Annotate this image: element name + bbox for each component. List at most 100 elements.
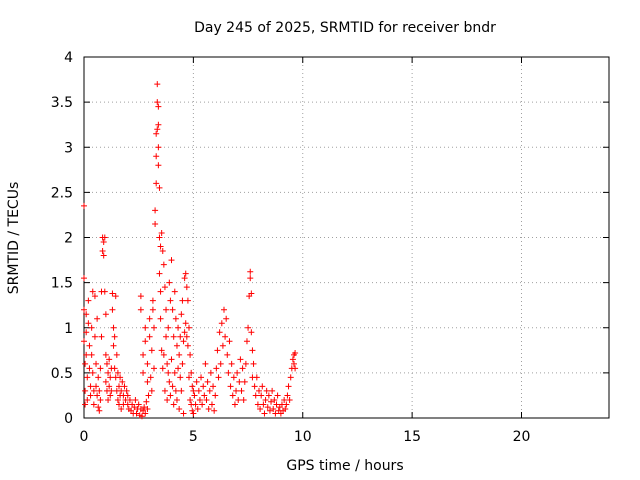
data-point <box>155 103 162 110</box>
data-point <box>135 401 142 408</box>
y-tick-label: 2.5 <box>51 185 73 201</box>
data-point <box>292 365 299 372</box>
data-point <box>96 407 103 414</box>
data-point <box>137 306 144 313</box>
data-point <box>155 162 162 169</box>
data-point <box>83 329 90 336</box>
y-tick-label: 0 <box>64 411 73 427</box>
data-point <box>248 329 255 336</box>
data-point <box>167 392 174 399</box>
data-point <box>203 396 210 403</box>
data-point <box>90 401 97 408</box>
data-point <box>93 360 100 367</box>
data-point <box>124 392 131 399</box>
data-points <box>81 81 299 420</box>
data-point <box>149 306 156 313</box>
data-point <box>155 121 162 128</box>
data-point <box>95 374 102 381</box>
data-point <box>226 338 233 345</box>
data-point <box>153 130 160 137</box>
data-point <box>91 293 98 300</box>
data-point <box>123 387 130 394</box>
y-tick-label: 2 <box>64 231 73 247</box>
data-point <box>222 333 229 340</box>
x-tick-label: 5 <box>189 429 198 445</box>
data-point <box>178 387 185 394</box>
data-point <box>96 387 103 394</box>
data-point <box>262 396 269 403</box>
data-point <box>281 396 288 403</box>
data-point <box>144 378 151 385</box>
data-point <box>144 405 151 412</box>
data-point <box>257 405 264 412</box>
data-point <box>100 239 107 246</box>
data-point <box>163 333 170 340</box>
data-point <box>101 288 108 295</box>
data-point <box>111 333 118 340</box>
data-point <box>172 387 179 394</box>
data-point <box>110 342 117 349</box>
data-point <box>160 351 167 358</box>
chart-title: Day 245 of 2025, SRMTID for receiver bnd… <box>194 20 496 36</box>
y-tick-label: 1 <box>64 321 73 337</box>
data-point <box>102 378 109 385</box>
data-point <box>266 407 273 414</box>
x-tick-label: 0 <box>80 429 89 445</box>
data-point <box>161 387 168 394</box>
data-point <box>99 248 106 255</box>
data-point <box>152 220 159 227</box>
x-axis-label: GPS time / hours <box>286 458 403 474</box>
data-point <box>192 401 199 408</box>
data-point <box>241 378 248 385</box>
data-point <box>114 396 121 403</box>
data-point <box>165 324 172 331</box>
data-point <box>149 297 156 304</box>
data-point <box>168 356 175 363</box>
data-point <box>84 396 91 403</box>
data-point <box>94 315 101 322</box>
data-point <box>85 297 92 304</box>
data-point <box>84 374 91 381</box>
y-tick-label: 1.5 <box>51 276 73 292</box>
data-point <box>216 329 223 336</box>
data-point <box>252 392 259 399</box>
data-point <box>88 351 95 358</box>
data-point <box>158 229 165 236</box>
data-point <box>283 401 290 408</box>
data-point <box>195 387 202 394</box>
x-tick-label: 10 <box>294 429 312 445</box>
data-point <box>157 243 164 250</box>
data-point <box>193 378 200 385</box>
data-point <box>270 405 277 412</box>
data-point <box>239 365 246 372</box>
data-point <box>93 383 100 390</box>
data-point <box>247 268 254 275</box>
data-point <box>184 342 191 349</box>
y-tick-label: 3.5 <box>51 95 73 111</box>
data-point <box>291 360 297 367</box>
y-tick-label: 3 <box>64 140 73 156</box>
data-point <box>148 347 155 354</box>
data-point <box>165 369 172 376</box>
data-point <box>224 351 231 358</box>
data-point <box>89 288 96 295</box>
data-point <box>231 401 238 408</box>
data-point <box>219 342 226 349</box>
data-point <box>113 351 120 358</box>
data-point <box>263 387 270 394</box>
data-point <box>163 306 170 313</box>
data-point <box>138 413 145 420</box>
data-point <box>101 234 108 241</box>
data-point <box>81 306 87 313</box>
data-point <box>225 369 232 376</box>
data-point <box>180 410 187 417</box>
data-point <box>91 333 98 340</box>
data-point <box>108 387 115 394</box>
data-point <box>181 275 188 282</box>
data-point <box>201 392 208 399</box>
data-point <box>82 360 89 367</box>
data-point <box>227 383 234 390</box>
data-point <box>102 311 109 318</box>
data-point <box>82 401 89 408</box>
